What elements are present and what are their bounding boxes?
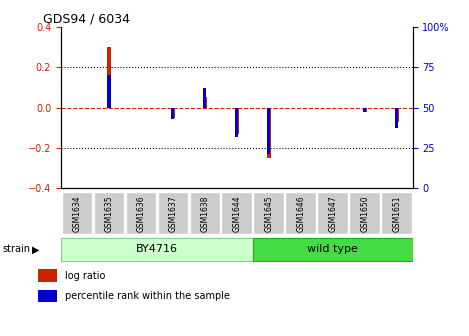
- Text: GSM1646: GSM1646: [296, 195, 305, 232]
- Text: GSM1635: GSM1635: [105, 195, 113, 232]
- Bar: [107, 47, 111, 108]
- Bar: [395, 108, 399, 122]
- Bar: [267, 108, 271, 158]
- Text: GDS94 / 6034: GDS94 / 6034: [43, 13, 130, 26]
- Bar: [158, 193, 188, 234]
- Bar: [126, 193, 156, 234]
- Bar: [381, 193, 412, 234]
- Bar: [61, 193, 92, 234]
- Text: GSM1651: GSM1651: [392, 195, 401, 232]
- Bar: [395, 108, 398, 128]
- Bar: [203, 88, 206, 108]
- Bar: [94, 193, 124, 234]
- Bar: [221, 193, 252, 234]
- Text: percentile rank within the sample: percentile rank within the sample: [65, 291, 230, 301]
- Bar: [253, 193, 284, 234]
- Text: GSM1636: GSM1636: [136, 195, 145, 232]
- Bar: [171, 108, 174, 119]
- Bar: [38, 269, 57, 282]
- Bar: [363, 108, 366, 112]
- Text: GSM1650: GSM1650: [360, 195, 369, 232]
- Text: strain: strain: [2, 245, 30, 254]
- Text: GSM1644: GSM1644: [232, 195, 242, 232]
- Text: GSM1638: GSM1638: [200, 195, 209, 232]
- Text: GSM1647: GSM1647: [328, 195, 337, 232]
- Bar: [189, 193, 220, 234]
- Text: log ratio: log ratio: [65, 270, 105, 281]
- Bar: [171, 108, 175, 118]
- Text: GSM1637: GSM1637: [168, 195, 177, 232]
- Bar: [235, 108, 238, 136]
- Bar: [286, 193, 316, 234]
- Bar: [363, 108, 367, 112]
- Bar: [253, 238, 413, 261]
- Bar: [267, 108, 271, 154]
- Text: BY4716: BY4716: [136, 245, 178, 254]
- Bar: [318, 193, 348, 234]
- Bar: [38, 290, 57, 302]
- Text: GSM1634: GSM1634: [72, 195, 82, 232]
- Bar: [349, 193, 380, 234]
- Text: GSM1645: GSM1645: [265, 195, 273, 232]
- Text: ▶: ▶: [32, 245, 39, 254]
- Text: wild type: wild type: [307, 245, 358, 254]
- Bar: [107, 75, 111, 108]
- Bar: [203, 97, 207, 108]
- Bar: [235, 108, 239, 134]
- Bar: [61, 238, 253, 261]
